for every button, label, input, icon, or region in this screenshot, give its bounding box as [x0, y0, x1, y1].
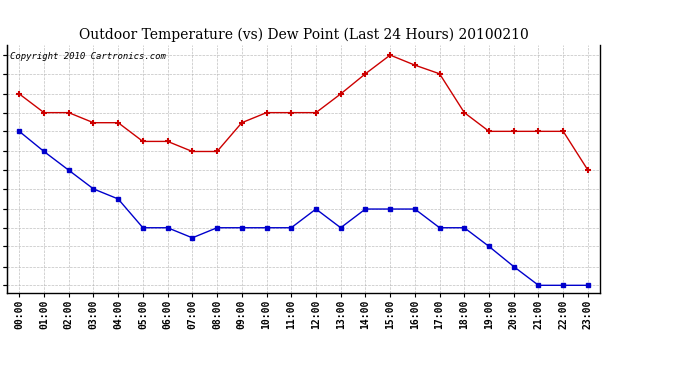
Text: Copyright 2010 Cartronics.com: Copyright 2010 Cartronics.com: [10, 53, 166, 62]
Title: Outdoor Temperature (vs) Dew Point (Last 24 Hours) 20100210: Outdoor Temperature (vs) Dew Point (Last…: [79, 28, 529, 42]
